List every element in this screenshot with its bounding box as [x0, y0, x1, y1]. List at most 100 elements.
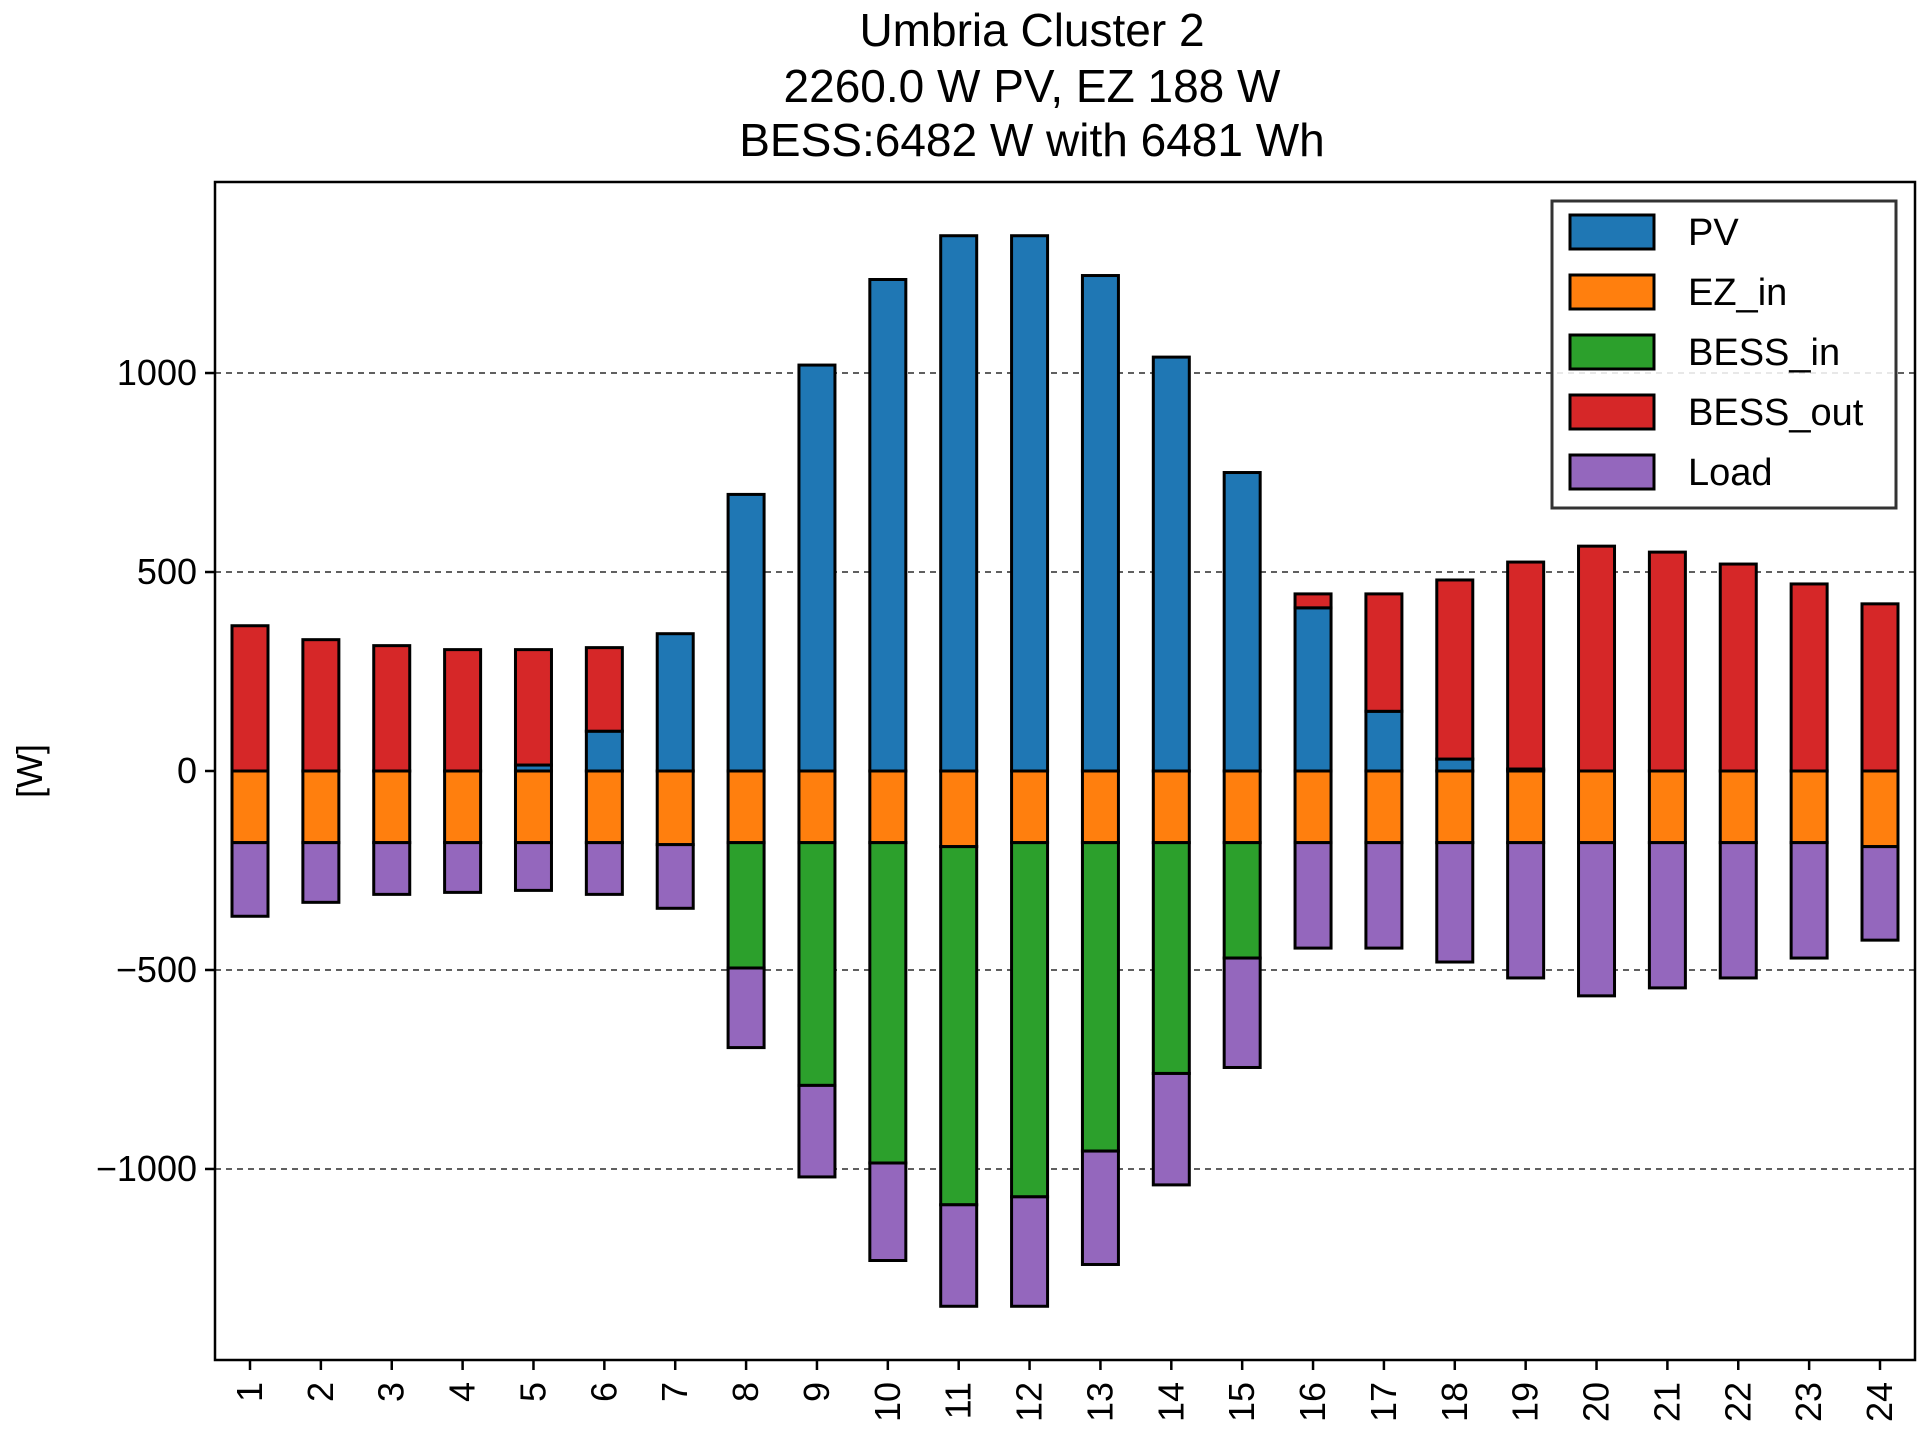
bar-pv-13 — [1080, 274, 1120, 773]
y-tick-label: 0 — [177, 750, 197, 791]
x-axis-ticks: 1 2 3 4 5 6 7 8 9 10 11 12 13 14 15 16 17 18 19 20 21 22 23 24 — [229, 1360, 1900, 1422]
bar-pv-18 — [1435, 757, 1475, 773]
bar-bess-in-11 — [939, 845, 979, 1207]
bar-pv-12 — [1010, 234, 1050, 773]
y-axis-ticks: −1000 −500 0 500 1000 — [96, 352, 215, 1189]
legend-label: EZ_in — [1688, 272, 1787, 314]
x-tick-label: 23 — [1788, 1382, 1829, 1422]
legend-swatch — [1568, 393, 1656, 431]
chart-title: Umbria Cluster 2 2260.0 W PV, EZ 188 W B… — [739, 4, 1325, 166]
bar-bess-out-2 — [301, 638, 341, 773]
bar-ez-in-2 — [301, 769, 341, 845]
x-tick-label: 12 — [1009, 1382, 1050, 1422]
bar-load-14 — [1151, 1071, 1191, 1187]
bar-bess-out-23 — [1789, 582, 1829, 773]
bar-load-17 — [1364, 841, 1404, 950]
bar-load-16 — [1293, 841, 1333, 950]
y-tick-label: −1000 — [96, 1148, 197, 1189]
x-tick-label: 24 — [1859, 1382, 1900, 1422]
bar-bess-in-14 — [1151, 841, 1191, 1075]
bar-pv-14 — [1151, 355, 1191, 773]
bar-pv-15 — [1222, 471, 1262, 773]
bar-load-21 — [1647, 841, 1687, 990]
bar-ez-in-19 — [1506, 769, 1546, 845]
legend-swatch — [1568, 333, 1656, 371]
x-tick-label: 6 — [583, 1382, 624, 1402]
bar-bess-out-21 — [1647, 550, 1687, 773]
y-axis-label: [W] — [9, 744, 50, 798]
grid-lines — [215, 372, 1915, 1170]
bar-load-19 — [1506, 841, 1546, 980]
x-tick-label: 10 — [867, 1382, 908, 1422]
x-tick-label: 21 — [1646, 1382, 1687, 1422]
legend-swatch — [1568, 213, 1656, 251]
bar-ez-in-8 — [726, 769, 766, 845]
bar-bess-in-10 — [868, 841, 908, 1165]
bar-load-23 — [1789, 841, 1829, 960]
bar-load-1 — [230, 841, 270, 918]
bar-bess-out-20 — [1577, 544, 1617, 773]
bar-load-13 — [1080, 1149, 1120, 1266]
x-tick-label: 11 — [938, 1382, 979, 1419]
title-line-1: Umbria Cluster 2 — [859, 4, 1204, 56]
x-tick-label: 7 — [654, 1382, 695, 1402]
bar-ez-in-6 — [584, 769, 624, 845]
x-tick-label: 16 — [1292, 1382, 1333, 1422]
bars — [230, 234, 1900, 1308]
bar-load-7 — [655, 843, 695, 910]
bar-load-4 — [443, 841, 483, 894]
x-tick-label: 19 — [1505, 1382, 1546, 1422]
bar-load-9 — [797, 1083, 837, 1179]
x-tick-label: 9 — [796, 1382, 837, 1402]
bar-bess-in-8 — [726, 841, 766, 970]
bar-ez-in-21 — [1647, 769, 1687, 845]
bar-bess-in-15 — [1222, 841, 1262, 960]
x-tick-label: 14 — [1150, 1382, 1191, 1422]
bar-pv-17 — [1364, 709, 1404, 773]
bar-load-22 — [1718, 841, 1758, 980]
bar-ez-in-11 — [939, 769, 979, 849]
bar-ez-in-3 — [372, 769, 412, 845]
bar-bess-out-19 — [1506, 560, 1546, 771]
bar-ez-in-20 — [1577, 769, 1617, 845]
legend-swatch — [1568, 453, 1656, 491]
bar-bess-out-1 — [230, 624, 270, 773]
bar-bess-out-17 — [1364, 592, 1404, 713]
bar-bess-in-9 — [797, 841, 837, 1087]
bar-load-3 — [372, 841, 412, 896]
bar-ez-in-22 — [1718, 769, 1758, 845]
y-tick-label: −500 — [116, 949, 197, 990]
legend: PV EZ_in BESS_in BESS_out Load — [1550, 199, 1898, 510]
bar-load-18 — [1435, 841, 1475, 964]
bar-bess-out-5 — [513, 648, 553, 767]
y-tick-label: 1000 — [117, 352, 197, 393]
bar-load-15 — [1222, 956, 1262, 1069]
bar-load-8 — [726, 966, 766, 1050]
x-tick-label: 17 — [1363, 1382, 1404, 1422]
bar-ez-in-23 — [1789, 769, 1829, 845]
bar-bess-out-3 — [372, 644, 412, 773]
bar-load-2 — [301, 841, 341, 904]
bar-bess-out-4 — [443, 648, 483, 773]
bar-pv-11 — [939, 234, 979, 773]
bar-ez-in-17 — [1364, 769, 1404, 845]
bar-ez-in-24 — [1860, 769, 1900, 849]
bar-ez-in-1 — [230, 769, 270, 845]
bar-pv-8 — [726, 492, 766, 773]
legend-label: BESS_in — [1688, 332, 1840, 374]
bar-bess-out-18 — [1435, 578, 1475, 761]
title-line-3: BESS:6482 W with 6481 Wh — [739, 114, 1325, 166]
bar-pv-9 — [797, 363, 837, 773]
x-tick-label: 8 — [725, 1382, 766, 1402]
bar-ez-in-10 — [868, 769, 908, 845]
bar-ez-in-18 — [1435, 769, 1475, 845]
bar-bess-out-16 — [1293, 592, 1333, 610]
bar-bess-out-24 — [1860, 602, 1900, 773]
x-tick-label: 18 — [1434, 1382, 1475, 1422]
x-tick-label: 20 — [1576, 1382, 1617, 1422]
bar-load-24 — [1860, 845, 1900, 942]
x-tick-label: 2 — [300, 1382, 341, 1402]
x-tick-label: 15 — [1221, 1382, 1262, 1422]
